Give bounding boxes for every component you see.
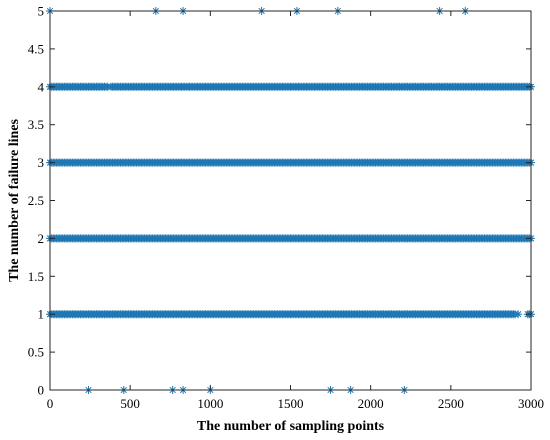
data-point [514, 310, 523, 319]
plot-frame [49, 10, 532, 391]
x-tick-label: 2000 [358, 396, 384, 411]
y-axis: 0 0.5 1 1.5 2 2.5 3 3.5 4 4.5 5 [28, 4, 531, 398]
x-tick-label: 0 [47, 396, 54, 411]
x-tick-label: 2500 [438, 396, 464, 411]
y-tick-label: 4 [38, 79, 45, 94]
y-axis-title: The number of failure lines [7, 119, 22, 282]
x-tick-label: 1500 [278, 396, 304, 411]
x-tick-label: 3000 [518, 396, 544, 411]
y-tick-label: 1.5 [28, 269, 44, 284]
y-tick-label: 0 [38, 383, 45, 398]
x-tick-label: 500 [120, 396, 140, 411]
y-tick-label: 3 [38, 155, 45, 170]
x-axis: 0 500 1000 1500 2000 2500 3000 [47, 11, 544, 411]
y-tick-label: 4.5 [28, 41, 44, 56]
x-tick-label: 1000 [197, 396, 223, 411]
data-marks [46, 7, 535, 394]
y-tick-label: 2 [38, 231, 45, 246]
y-tick-label: 1 [38, 307, 45, 322]
y-tick-label: 0.5 [28, 345, 44, 360]
y-tick-label: 3.5 [28, 117, 44, 132]
x-axis-title: The number of sampling points [197, 419, 385, 434]
y-tick-label: 5 [38, 4, 45, 19]
y-tick-label: 2.5 [28, 193, 44, 208]
